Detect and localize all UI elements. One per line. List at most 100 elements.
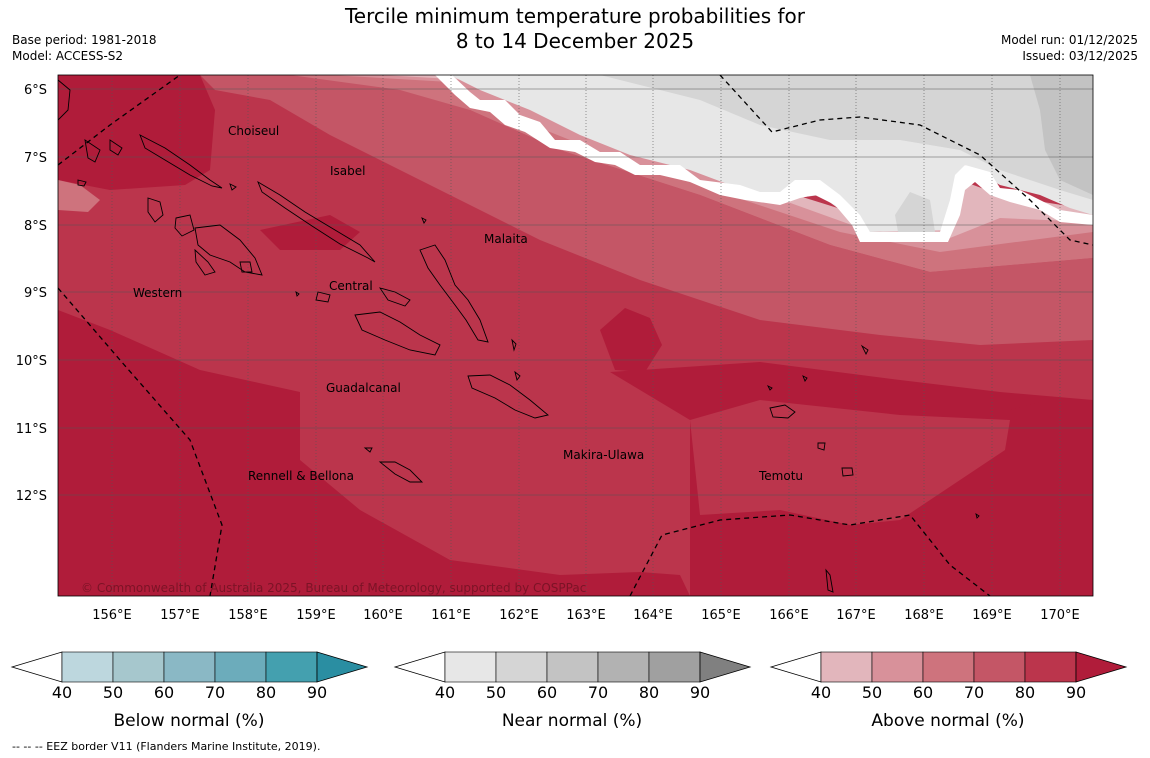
probability-field [58, 75, 1093, 596]
region-makira-ulawa: Makira-Ulawa [563, 448, 644, 462]
coastlines [58, 79, 980, 593]
cb1-tick-3: 70 [588, 683, 608, 702]
lat-label-6: 12°S [16, 489, 47, 504]
base-period: Base period: 1981-2018 [12, 33, 157, 47]
colorbar-above-title: Above normal (%) [871, 711, 1024, 731]
island-guadalcanal [354, 311, 441, 356]
field-near-60 [1030, 75, 1093, 195]
colorbar-2-segment-2 [922, 651, 975, 683]
lat-label-4: 10°S [16, 354, 47, 369]
lon-label-9: 165°E [701, 608, 741, 623]
colorbar-1-extend-high [699, 651, 752, 683]
island-rendova [194, 248, 216, 276]
island-anuta [975, 512, 980, 519]
title-line-2: 8 to 14 December 2025 [455, 29, 695, 53]
cb2-tick-0: 40 [811, 683, 831, 702]
field-90-southwest [58, 310, 690, 596]
island-choiseul-small [229, 183, 237, 191]
island-bellona [363, 447, 373, 453]
island-duff [860, 344, 869, 356]
colorbar-1-segment-0 [444, 651, 497, 683]
colorbar-0-segment-3 [214, 651, 267, 683]
colorbar-0-extend-high [316, 651, 369, 683]
lat-labels: 6°S 7°S 8°S 9°S 10°S 11°S 12°S [16, 83, 47, 504]
field-60-band [290, 75, 1093, 272]
map-title: Tercile minimum temperature probabilitie… [0, 4, 1150, 54]
cb2-tick-5: 90 [1066, 683, 1086, 702]
eez-northeast [719, 75, 1093, 246]
island-utupua [841, 467, 854, 477]
island-ulawa-small [514, 370, 521, 382]
colorbar-0-extend-low [10, 651, 63, 683]
colorbar-near: Near normal (%) 40 50 60 70 80 90 [393, 651, 752, 731]
colorbar-1-segment-2 [546, 651, 599, 683]
lon-label-8: 164°E [633, 608, 673, 623]
colorbar-above: Above normal (%) 40 50 60 70 80 90 [769, 651, 1128, 731]
colorbar-1-extend-low [393, 651, 446, 683]
island-malaita [419, 244, 489, 343]
cb1-tick-4: 80 [639, 683, 659, 702]
colorbar-0-segment-0 [61, 651, 114, 683]
eez-northwest [58, 75, 181, 166]
island-torres [825, 568, 834, 593]
meta-right: Model run: 01/12/2025 Issued: 03/12/2025 [1001, 32, 1138, 64]
field-70-band [200, 75, 1093, 345]
island-makira [467, 374, 549, 419]
island-choiseul [139, 134, 223, 189]
model-name: Model: ACCESS-S2 [12, 49, 124, 63]
cb2-tick-1: 50 [862, 683, 882, 702]
cb1-tick-1: 50 [486, 683, 506, 702]
lon-label-3: 159°E [296, 608, 336, 623]
lon-label-1: 157°E [160, 608, 200, 623]
colorbar-below-title: Below normal (%) [114, 711, 265, 731]
lon-label-7: 163°E [566, 608, 606, 623]
lat-label-2: 8°S [24, 219, 47, 234]
gridlines [58, 88, 1093, 496]
cb0-tick-0: 40 [52, 683, 72, 702]
title-line-1: Tercile minimum temperature probabilitie… [344, 4, 806, 28]
lat-label-0: 6°S [24, 83, 47, 98]
cb2-tick-4: 80 [1015, 683, 1035, 702]
island-vanikoro [817, 442, 826, 451]
island-santa-cruz [769, 404, 796, 419]
colorbar-2-segment-4 [1024, 651, 1077, 683]
colorbar-1-segment-4 [648, 651, 701, 683]
colorbar-2-segment-0 [820, 651, 873, 683]
field-90-east-patch [1010, 402, 1090, 440]
island-small-west [77, 179, 87, 187]
island-rennell [378, 461, 424, 483]
meta-left: Base period: 1981-2018 Model: ACCESS-S2 [12, 32, 157, 64]
lat-label-5: 11°S [16, 422, 47, 437]
issued-date: Issued: 03/12/2025 [1022, 49, 1138, 63]
colorbar-0-segment-2 [163, 651, 216, 683]
cb2-tick-2: 60 [913, 683, 933, 702]
eez-borders [58, 75, 1093, 596]
island-russell [315, 291, 331, 303]
island-ulawa [511, 338, 517, 352]
island-bougainville [58, 79, 71, 121]
lon-label-4: 160°E [363, 608, 403, 623]
island-florida [378, 287, 411, 307]
lon-label-12: 168°E [904, 608, 944, 623]
field-90-centre [600, 308, 662, 372]
lon-label-0: 156°E [92, 608, 132, 623]
cb1-tick-0: 40 [435, 683, 455, 702]
colorbar-2-extend-low [769, 651, 822, 683]
eez-footnote: -- -- -- EEZ border V11 (Flanders Marine… [12, 740, 321, 753]
island-new-georgia [194, 224, 263, 276]
region-labels: Choiseul Isabel Malaita Western Central … [133, 124, 803, 483]
cb0-tick-1: 50 [103, 683, 123, 702]
colorbar-2-segment-1 [871, 651, 924, 683]
colorbar-below: Below normal (%) 40 50 60 70 80 90 [10, 651, 369, 731]
island-isabel [257, 180, 376, 263]
region-western: Western [133, 286, 182, 300]
lat-label-1: 7°S [24, 151, 47, 166]
colorbar-1-segment-1 [495, 651, 548, 683]
map-frame [57, 74, 1094, 597]
lon-label-11: 167°E [836, 608, 876, 623]
cb1-tick-5: 90 [690, 683, 710, 702]
cb0-tick-5: 90 [307, 683, 327, 702]
cb0-tick-2: 60 [154, 683, 174, 702]
region-temotu: Temotu [758, 469, 803, 483]
